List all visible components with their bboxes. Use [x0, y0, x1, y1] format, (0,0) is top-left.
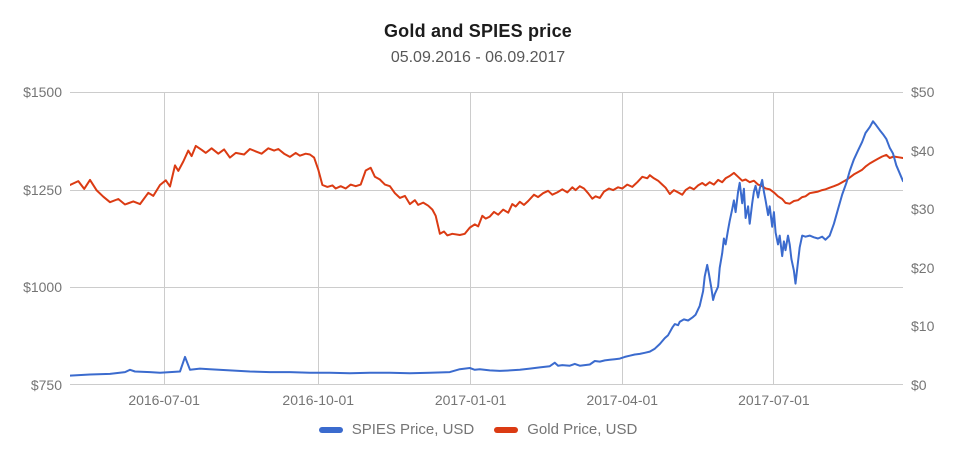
- legend-label-spies: SPIES Price, USD: [351, 421, 475, 438]
- y-axis-tick-right: $50: [911, 84, 935, 100]
- chart-subtitle: 05.09.2016 - 06.09.2017: [390, 49, 566, 66]
- chart-legend: SPIES Price, USD Gold Price, USD: [0, 421, 956, 438]
- legend-item-spies: SPIES Price, USD: [318, 421, 475, 438]
- legend-marker-spies-icon: [318, 426, 343, 433]
- spies-price-line[interactable]: [70, 120, 903, 377]
- y-axis-tick-left: $1500: [23, 84, 62, 100]
- y-axis-tick-right: $40: [911, 142, 935, 159]
- y-axis-tick-right: $20: [911, 259, 935, 276]
- chart-title: Gold and SPIES price: [383, 21, 573, 41]
- x-axis-tick: 2016-07-01: [128, 392, 200, 408]
- legend-label-gold: Gold Price, USD: [527, 421, 638, 438]
- y-axis-tick-right: $10: [911, 318, 935, 335]
- x-axis-tick: 2017-07-01: [738, 392, 810, 408]
- legend-marker-gold-icon: [494, 426, 519, 433]
- gold-price-line[interactable]: [70, 144, 903, 237]
- x-axis-tick: 2017-04-01: [586, 392, 659, 408]
- y-axis-tick-right: $30: [911, 201, 935, 218]
- y-axis-tick-right: $0: [911, 377, 927, 393]
- y-axis-tick-left: $1000: [23, 279, 62, 296]
- y-axis-tick-left: $750: [30, 377, 62, 393]
- y-axis-tick-left: $1250: [23, 181, 62, 198]
- plot-area[interactable]: [70, 92, 903, 385]
- x-axis-tick: 2017-01-01: [434, 392, 507, 408]
- x-axis-tick: 2016-10-01: [282, 392, 355, 408]
- legend-item-gold: Gold Price, USD: [494, 421, 637, 438]
